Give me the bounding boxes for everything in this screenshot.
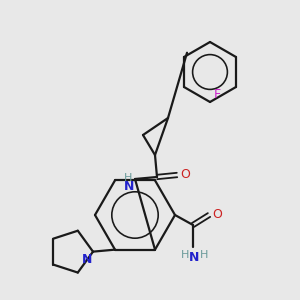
Text: O: O [212, 208, 222, 220]
Text: H: H [200, 250, 208, 260]
Text: N: N [82, 253, 92, 266]
Text: N: N [124, 180, 134, 193]
Text: O: O [180, 169, 190, 182]
Text: H: H [181, 250, 189, 260]
Text: H: H [124, 173, 132, 183]
Text: F: F [214, 88, 221, 100]
Text: N: N [189, 251, 199, 264]
